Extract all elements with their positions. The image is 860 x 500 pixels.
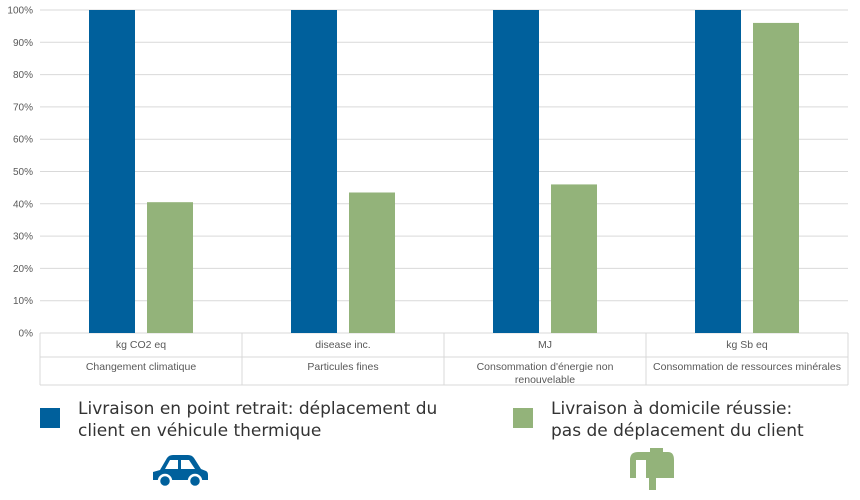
bar-series-1 (695, 10, 741, 333)
category-name-label: Consommation de ressources minérales (653, 361, 841, 373)
category-unit-label: kg CO2 eq (116, 339, 166, 351)
mailbox-icon (630, 448, 674, 490)
y-tick-label: 40% (13, 199, 33, 210)
category-unit-label: kg Sb eq (726, 339, 768, 351)
bar-series-2 (551, 184, 597, 333)
y-tick-label: 50% (13, 167, 33, 178)
legend-swatch-series-2 (513, 408, 533, 428)
y-tick-label: 90% (13, 38, 33, 49)
y-tick-label: 80% (13, 70, 33, 81)
category-unit-label: disease inc. (315, 339, 370, 351)
y-tick-label: 20% (13, 264, 33, 275)
legend-label-series-2: Livraison à domicile réussie: pas de dép… (551, 398, 804, 442)
y-tick-label: 70% (13, 102, 33, 113)
legend-item-series-1: Livraison en point retrait: déplacement … (40, 398, 460, 458)
category-name-label: Particules fines (307, 361, 378, 373)
legend-item-series-2: Livraison à domicile réussie: pas de dép… (513, 398, 843, 458)
y-tick-label: 60% (13, 135, 33, 146)
bar-series-1 (493, 10, 539, 333)
bar-series-2 (753, 22, 799, 333)
y-tick-label: 10% (13, 296, 33, 307)
legend-swatch-series-1 (40, 408, 60, 428)
y-tick-label: 100% (7, 6, 33, 17)
legend-label-series-1-line-1: Livraison en point retrait: déplacement … (78, 399, 438, 419)
bar-series-2 (349, 192, 395, 333)
y-tick-label: 0% (19, 329, 34, 340)
bar-chart: 0% 10% 20% 30% 40% 50% 60% 70% 80% 90% 100% kg CO2 … (7, 6, 849, 386)
category-name-label: Consommation d'énergie non (477, 361, 614, 373)
legend-label-series-2-line-2: pas de déplacement du client (551, 421, 804, 441)
legend-label-series-2-line-1: Livraison à domicile réussie: (551, 399, 793, 419)
car-icon (153, 455, 208, 488)
bar-series-1 (89, 10, 135, 333)
legend-label-series-1-line-2: client en véhicule thermique (78, 421, 322, 441)
legend-label-series-1: Livraison en point retrait: déplacement … (78, 398, 437, 442)
category-name-label: renouvelable (515, 374, 575, 386)
bar-series-2 (147, 202, 193, 333)
bar-series-1 (291, 10, 337, 333)
category-name-label: Changement climatique (86, 361, 196, 373)
y-tick-label: 30% (13, 232, 33, 243)
category-unit-label: MJ (538, 339, 552, 351)
